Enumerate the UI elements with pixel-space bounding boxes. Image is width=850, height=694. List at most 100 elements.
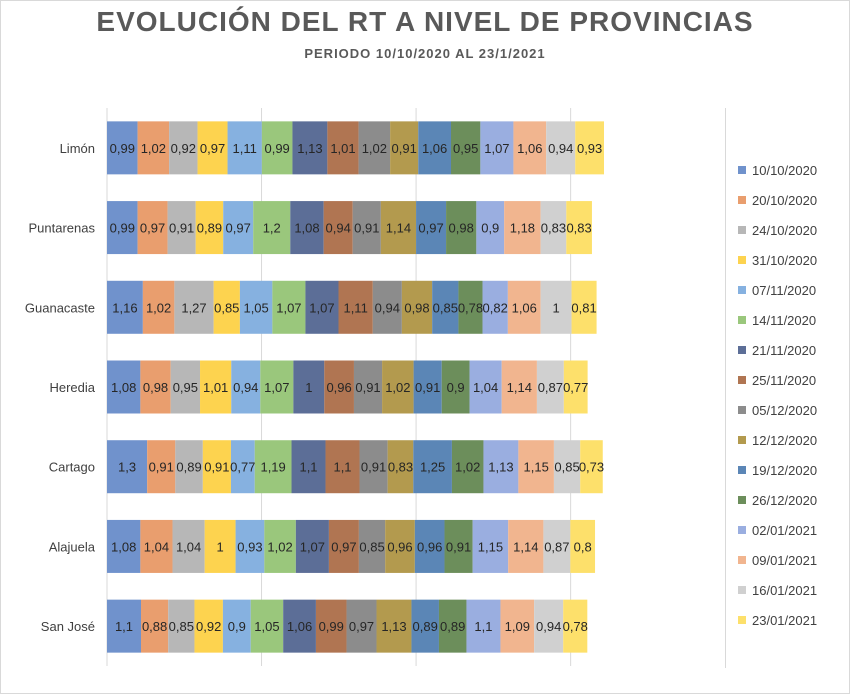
bar-segment [441, 360, 470, 414]
bar-segment [204, 519, 236, 573]
legend-swatch [738, 346, 746, 354]
legend-swatch [738, 466, 746, 474]
bar-segment [385, 519, 415, 573]
bar-segment [476, 201, 505, 255]
category-label: Alajuela [49, 539, 96, 554]
data-label: 0,9 [481, 221, 499, 236]
data-label: 0,95 [453, 141, 478, 156]
bar-segment [444, 519, 473, 573]
data-label: 0,91 [354, 221, 379, 236]
bar-segment [387, 440, 414, 494]
data-label: 0,98 [143, 380, 168, 395]
legend-label: 31/10/2020 [752, 252, 818, 268]
bar-segment [469, 360, 502, 414]
data-label: 1,02 [362, 141, 387, 156]
data-label: 0,83 [388, 460, 413, 475]
bar-segment [518, 440, 554, 494]
data-label: 1,25 [420, 460, 445, 475]
data-label: 0,91 [169, 221, 194, 236]
data-label: 0,78 [458, 300, 483, 315]
data-label: 0,99 [264, 141, 289, 156]
bar-segment [293, 360, 325, 414]
legend-label: 14/11/2020 [752, 312, 817, 328]
data-label: 0,85 [359, 539, 384, 554]
bar-segment [107, 201, 138, 255]
bar-segment [500, 599, 535, 653]
bar-segment [137, 201, 168, 255]
bar-segment [352, 201, 381, 255]
data-label: 1,2 [263, 221, 281, 236]
data-label: 1,11 [343, 300, 367, 315]
legend-swatch [738, 616, 746, 624]
legend-item: 16/01/2021 [738, 575, 817, 605]
data-label: 1,08 [111, 380, 136, 395]
data-label: 0,96 [326, 380, 351, 395]
bar-segment [195, 201, 224, 255]
legend-item: 20/10/2020 [738, 185, 817, 215]
category-label: Puntarenas [29, 221, 96, 236]
bar-segment [390, 121, 419, 175]
legend-label: 07/11/2020 [752, 282, 817, 298]
legend-label: 19/12/2020 [752, 462, 818, 478]
legend-item: 07/11/2020 [738, 275, 817, 305]
bar-segment [338, 280, 373, 334]
legend-item: 05/12/2020 [738, 395, 817, 425]
bar-segment [264, 519, 296, 573]
data-label: 1,04 [144, 539, 169, 554]
bar-segment [290, 201, 324, 255]
data-label: 0,91 [446, 539, 471, 554]
data-label: 1,04 [176, 539, 201, 554]
bar-segment [513, 121, 547, 175]
bar-segment [213, 280, 240, 334]
bar-segment [107, 440, 148, 494]
bar-segment [167, 201, 196, 255]
data-label: 0,91 [355, 380, 380, 395]
data-label: 0,94 [326, 221, 351, 236]
data-label: 1,01 [203, 380, 228, 395]
data-label: 0,89 [413, 619, 438, 634]
bar-segment [230, 440, 255, 494]
legend-swatch [738, 526, 746, 534]
legend-swatch [738, 376, 746, 384]
legend-label: 20/10/2020 [752, 192, 818, 208]
bar-segment [540, 201, 567, 255]
bar-segment [250, 599, 284, 653]
data-label: 1,1 [115, 619, 133, 634]
data-label: 0,91 [149, 460, 174, 475]
bar-segment [563, 360, 588, 414]
bar-segment [260, 360, 294, 414]
data-label: 0,81 [571, 300, 596, 315]
bar-segment [446, 201, 477, 255]
data-label: 0,94 [548, 141, 573, 156]
bar-segment [411, 599, 439, 653]
data-label: 1 [305, 380, 312, 395]
data-label: 1,07 [309, 300, 334, 315]
bar-segment [197, 121, 228, 175]
data-label: 0,97 [331, 539, 356, 554]
category-row: Cartago 1,3 0,91 0,89 0,91 0,77 1,19 1,1 1,1 0,91… [49, 440, 604, 494]
bar-segment [194, 599, 223, 653]
data-label: 1,02 [385, 380, 410, 395]
legend-item: 31/10/2020 [738, 245, 817, 275]
bar-segment [534, 599, 564, 653]
bar-segment [291, 440, 326, 494]
data-label: 1,15 [524, 460, 549, 475]
data-label: 0,8 [574, 539, 592, 554]
legend-swatch [738, 316, 746, 324]
data-label: 0,93 [577, 141, 602, 156]
data-label: 0,88 [142, 619, 167, 634]
bar-segment [140, 519, 173, 573]
legend-swatch [738, 166, 746, 174]
data-label: 1,02 [455, 460, 480, 475]
bar-segment [472, 519, 509, 573]
legend-item: 09/01/2021 [738, 545, 817, 575]
bar-segment [418, 121, 452, 175]
bar-segment [451, 121, 481, 175]
bar-segment [380, 201, 417, 255]
data-label: 0,95 [173, 380, 198, 395]
data-label: 1 [552, 300, 559, 315]
legend-swatch [738, 586, 746, 594]
bar-segment [172, 519, 205, 573]
data-label: 0,91 [415, 380, 440, 395]
